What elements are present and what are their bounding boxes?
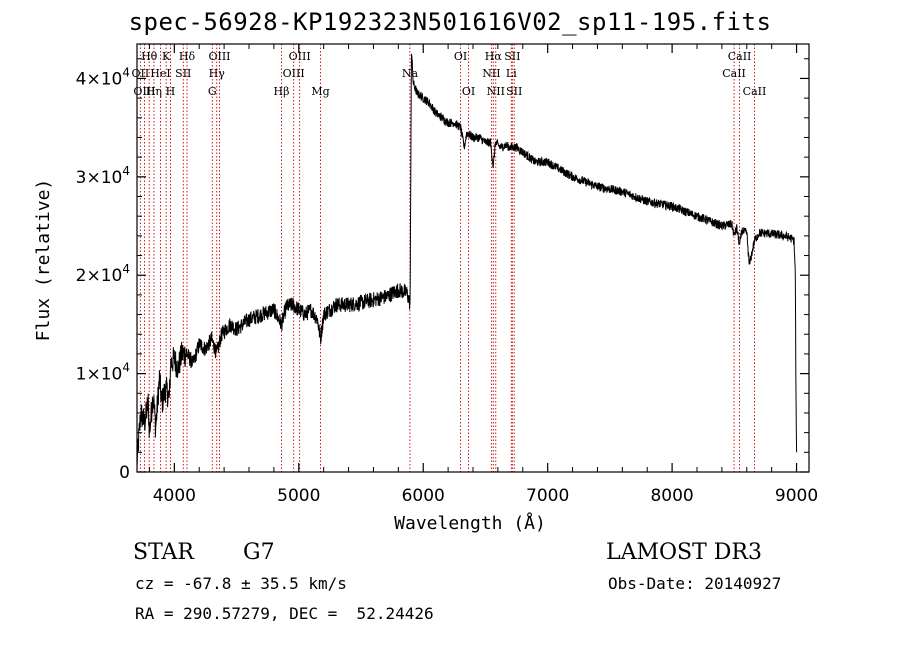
y-tick-label: 1×104 xyxy=(76,361,130,385)
x-tick-label: 5000 xyxy=(277,486,320,506)
line-marker-label: K xyxy=(162,50,171,63)
line-marker-label: Hγ xyxy=(209,67,226,80)
survey-name: LAMOST DR3 xyxy=(606,540,762,565)
line-marker-label: CaII xyxy=(743,85,767,98)
line-marker-label: OI xyxy=(462,85,475,98)
line-marker-label: NII xyxy=(482,67,500,80)
chart-title: spec-56928-KP192323N501616V02_sp11-195.f… xyxy=(128,8,772,36)
line-marker-label: OII xyxy=(132,67,150,80)
line-marker-label: Hη xyxy=(146,85,162,98)
line-marker-label: SII xyxy=(504,50,520,63)
y-tick-label: 4×104 xyxy=(76,65,130,89)
line-marker-label: OI xyxy=(454,50,467,63)
line-marker-label: CaII xyxy=(728,50,752,63)
y-tick-mantissa: 3×10 xyxy=(76,168,123,188)
y-tick-mantissa: 1×10 xyxy=(76,365,123,385)
plot-frame xyxy=(136,43,810,473)
y-tick-exponent: 4 xyxy=(122,164,130,178)
x-tick-label: 7000 xyxy=(526,486,569,506)
y-tick-mantissa: 0 xyxy=(119,463,130,483)
y-tick-exponent: 4 xyxy=(122,361,130,375)
line-marker-label: OIII xyxy=(208,50,230,63)
line-marker-label: SII xyxy=(506,85,522,98)
line-marker-label: Hα xyxy=(485,50,503,63)
coordinates: RA = 290.57279, DEC = 52.24426 xyxy=(135,604,434,623)
line-marker-label: SII xyxy=(175,67,191,80)
line-marker-label: OIII xyxy=(289,50,311,63)
y-tick-mantissa: 2×10 xyxy=(76,266,123,286)
x-axis-label: Wavelength (Å) xyxy=(394,512,546,534)
y-axis-label: Flux (relative) xyxy=(33,179,54,342)
line-marker-label: HeI xyxy=(150,67,170,80)
line-marker-label: CaII xyxy=(722,67,746,80)
line-marker-label: Mg xyxy=(311,85,329,98)
spectrum-line xyxy=(136,53,798,465)
line-marker-label: OIII xyxy=(133,85,155,98)
y-tick-label: 3×104 xyxy=(76,164,130,188)
x-tick-label: 4000 xyxy=(153,486,196,506)
x-tick-label: 8000 xyxy=(650,486,693,506)
y-tick-label: 2×104 xyxy=(76,262,130,286)
line-marker-label: OIII xyxy=(283,67,305,80)
x-tick-label: 6000 xyxy=(402,486,445,506)
line-marker-label: Li xyxy=(506,67,517,80)
line-marker-label: G xyxy=(208,85,217,98)
object-class: STAR xyxy=(133,540,194,565)
obs-date: Obs-Date: 20140927 xyxy=(608,574,782,593)
line-marker-label: H xyxy=(166,85,176,98)
line-marker-label: NII xyxy=(487,85,505,98)
line-marker-label: Na xyxy=(402,67,419,80)
y-tick-label: 0 xyxy=(119,463,130,483)
line-marker-label: Hθ xyxy=(141,50,158,63)
line-marker-label: Hβ xyxy=(274,85,290,98)
y-tick-exponent: 4 xyxy=(122,65,130,79)
y-tick-mantissa: 4×10 xyxy=(76,69,123,89)
line-marker-label: Hδ xyxy=(179,50,196,63)
redshift-text: cz = -67.8 ± 35.5 km/s xyxy=(135,574,347,593)
x-tick-label: 9000 xyxy=(775,486,818,506)
object-subclass: G7 xyxy=(243,540,275,565)
y-tick-exponent: 4 xyxy=(122,262,130,276)
